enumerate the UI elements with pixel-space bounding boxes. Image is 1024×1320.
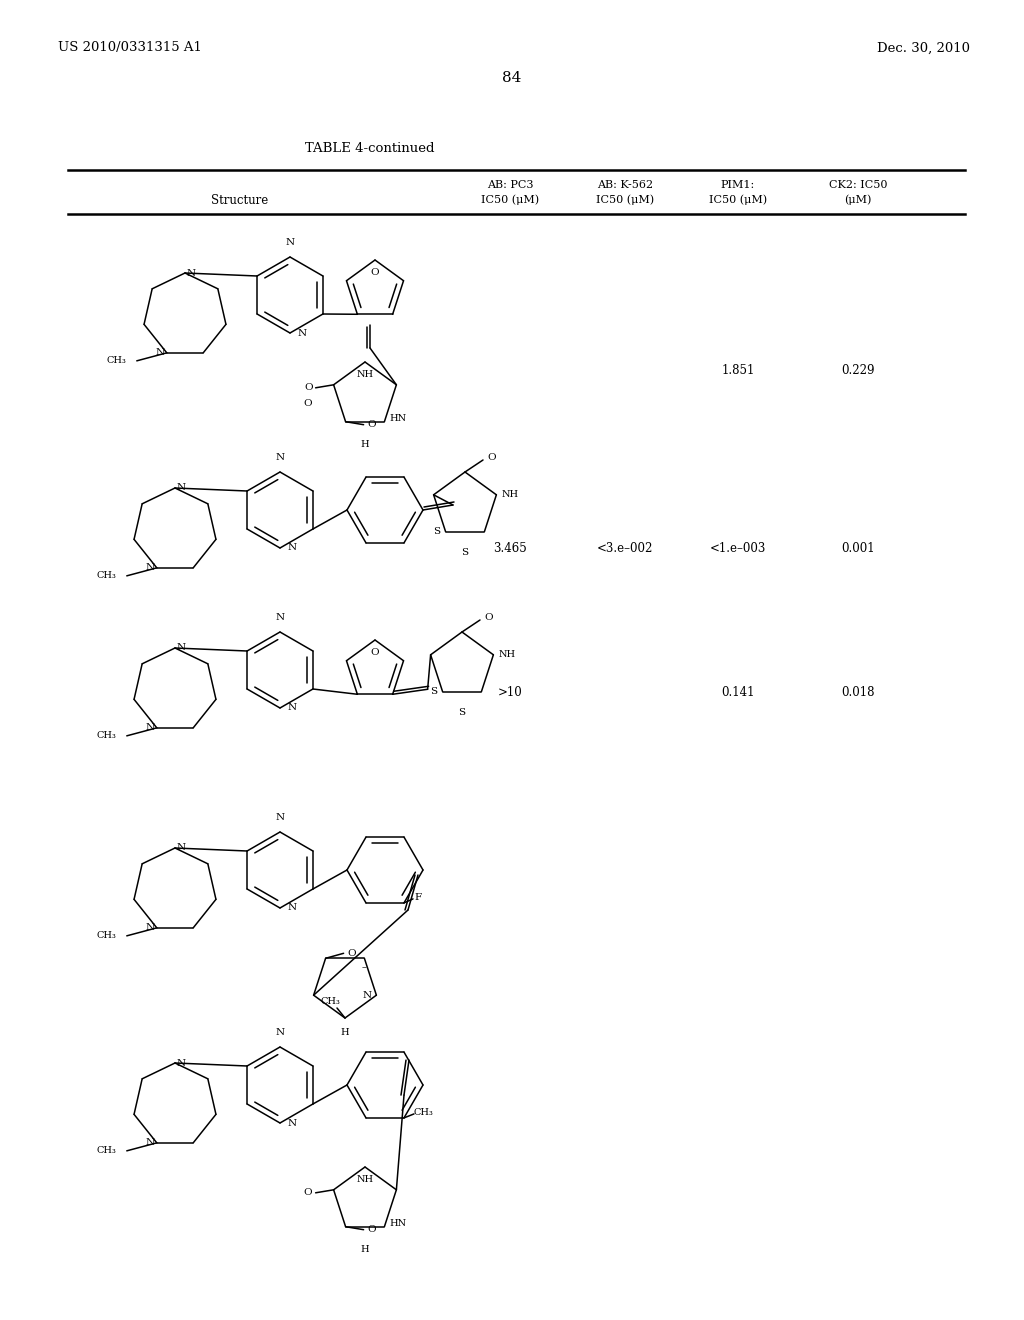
Text: <1.e–003: <1.e–003 — [710, 541, 766, 554]
Text: CK2: IC50: CK2: IC50 — [828, 180, 887, 190]
Text: O: O — [487, 454, 496, 462]
Text: HN: HN — [389, 414, 407, 424]
Text: –: – — [361, 964, 367, 973]
Text: O: O — [304, 383, 312, 392]
Text: N: N — [177, 644, 186, 652]
Text: IC50 (μM): IC50 (μM) — [709, 195, 767, 206]
Text: 0.018: 0.018 — [842, 685, 874, 698]
Text: CH₃: CH₃ — [97, 932, 117, 940]
Text: AB: K-562: AB: K-562 — [597, 180, 653, 190]
Text: N: N — [156, 348, 165, 358]
Text: S: S — [459, 708, 466, 717]
Text: O: O — [303, 1188, 311, 1197]
Text: N: N — [177, 843, 186, 853]
Text: >10: >10 — [498, 685, 522, 698]
Text: CH₃: CH₃ — [106, 356, 127, 366]
Text: F: F — [414, 894, 421, 903]
Text: 1.851: 1.851 — [721, 363, 755, 376]
Text: PIM1:: PIM1: — [721, 180, 755, 190]
Text: N: N — [288, 544, 297, 553]
Text: 0.229: 0.229 — [842, 363, 874, 376]
Text: N: N — [275, 813, 285, 822]
Text: O: O — [368, 420, 376, 429]
Text: N: N — [177, 1059, 186, 1068]
Text: NH: NH — [499, 651, 515, 659]
Text: 3.465: 3.465 — [494, 541, 527, 554]
Text: 0.001: 0.001 — [841, 541, 874, 554]
Text: NH: NH — [356, 370, 374, 379]
Text: <3.e–002: <3.e–002 — [597, 541, 653, 554]
Text: H: H — [360, 1245, 370, 1254]
Text: CH₃: CH₃ — [97, 1146, 117, 1155]
Text: N: N — [288, 704, 297, 713]
Text: IC50 (μM): IC50 (μM) — [481, 195, 539, 206]
Text: N: N — [298, 329, 307, 338]
Text: H: H — [341, 1028, 349, 1038]
Text: O: O — [347, 949, 356, 958]
Text: O: O — [303, 399, 311, 408]
Text: Structure: Structure — [211, 194, 268, 206]
Text: US 2010/0331315 A1: US 2010/0331315 A1 — [58, 41, 202, 54]
Text: O: O — [371, 648, 379, 657]
Text: N: N — [187, 268, 197, 277]
Text: N: N — [288, 903, 297, 912]
Text: N: N — [145, 1138, 155, 1147]
Text: N: N — [275, 612, 285, 622]
Text: 0.141: 0.141 — [721, 685, 755, 698]
Text: O: O — [368, 1225, 376, 1234]
Text: S: S — [433, 527, 440, 536]
Text: (μM): (μM) — [845, 195, 871, 206]
Text: NH: NH — [502, 490, 518, 499]
Text: 84: 84 — [503, 71, 521, 84]
Text: N: N — [362, 991, 372, 999]
Text: N: N — [275, 1028, 285, 1038]
Text: CH₃: CH₃ — [321, 997, 340, 1006]
Text: CH₃: CH₃ — [97, 572, 117, 581]
Text: N: N — [288, 1118, 297, 1127]
Text: CH₃: CH₃ — [414, 1109, 434, 1118]
Text: TABLE 4-continued: TABLE 4-continued — [305, 141, 435, 154]
Text: N: N — [286, 238, 295, 247]
Text: N: N — [177, 483, 186, 492]
Text: NH: NH — [356, 1175, 374, 1184]
Text: N: N — [145, 564, 155, 573]
Text: O: O — [371, 268, 379, 277]
Text: Dec. 30, 2010: Dec. 30, 2010 — [877, 41, 970, 54]
Text: CH₃: CH₃ — [97, 731, 117, 741]
Text: HN: HN — [389, 1220, 407, 1228]
Text: IC50 (μM): IC50 (μM) — [596, 195, 654, 206]
Text: N: N — [145, 723, 155, 733]
Text: S: S — [430, 688, 437, 696]
Text: H: H — [360, 440, 370, 449]
Text: O: O — [484, 614, 493, 623]
Text: AB: PC3: AB: PC3 — [486, 180, 534, 190]
Text: N: N — [145, 924, 155, 932]
Text: S: S — [462, 548, 469, 557]
Text: N: N — [275, 453, 285, 462]
